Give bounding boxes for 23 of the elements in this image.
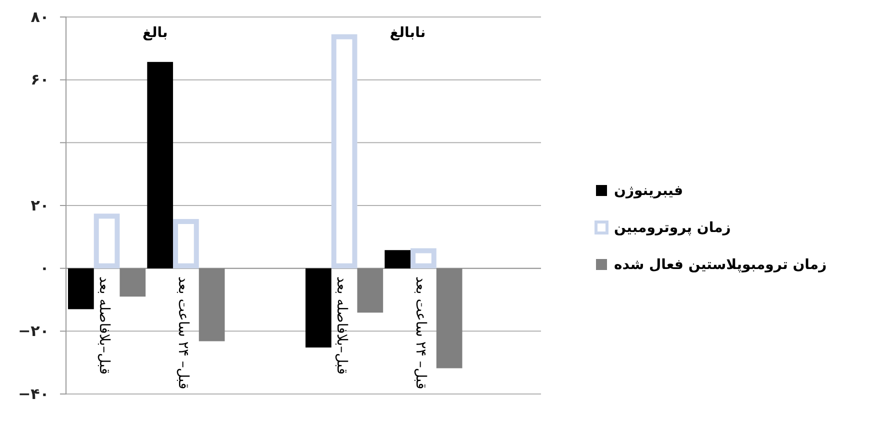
y-tick-label: −۲۰ <box>18 322 49 340</box>
bar <box>198 268 225 342</box>
y-tick-label: ۸۰ <box>30 8 49 26</box>
legend-label: زمان پروترومبین <box>614 220 731 236</box>
bar <box>357 268 384 313</box>
bar <box>436 268 462 368</box>
bar <box>384 250 411 268</box>
annotation: نابالغ <box>390 25 426 41</box>
y-tick-label: ۲۰ <box>30 196 49 214</box>
annotation: بالغ <box>142 25 168 41</box>
bar <box>68 268 94 310</box>
legend-label: زمان ترومبوپلاستین فعال شده <box>614 257 827 273</box>
bar <box>147 62 174 268</box>
y-tick-label: −۴۰ <box>18 384 49 403</box>
bar <box>120 268 146 297</box>
x-tick-label: قبل– ۲۴ ساعت بعد <box>175 276 192 390</box>
bar <box>306 268 332 348</box>
x-tick-label: قبل– ۲۴ ساعت بعد <box>412 276 429 390</box>
legend-label: فیبرینوژن <box>614 183 684 199</box>
x-tick-label: قبل–بلافاصله بعد <box>333 276 350 375</box>
y-tick-label: ۶۰ <box>30 70 49 89</box>
y-tick-label: ۰ <box>40 259 49 278</box>
x-tick-label: قبل–بلافاصله بعد <box>96 276 112 375</box>
